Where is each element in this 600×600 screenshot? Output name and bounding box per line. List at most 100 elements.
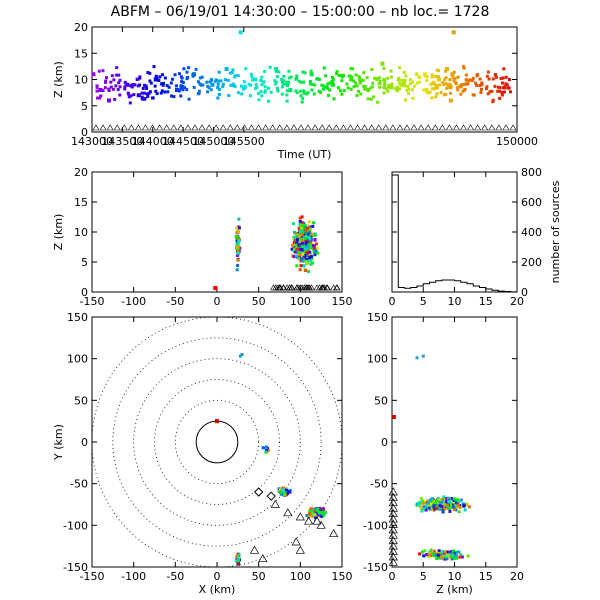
source-point (236, 230, 240, 234)
x-tick-label: 143000 (71, 135, 113, 148)
source-point (126, 91, 130, 95)
ground-marker (205, 124, 213, 131)
data-point (274, 67, 279, 71)
source-point (452, 505, 456, 509)
source-point (143, 83, 147, 87)
source-point (236, 263, 240, 267)
source-point (309, 507, 313, 511)
source-point (447, 553, 451, 557)
ground-marker (361, 124, 369, 131)
source-point (448, 497, 452, 501)
x-tick-label: 150000 (496, 135, 538, 148)
source-point (118, 78, 122, 82)
source-point (301, 96, 305, 100)
source-point (307, 220, 311, 224)
source-point (95, 89, 99, 93)
ground-marker (120, 124, 128, 131)
source-point (426, 499, 430, 503)
source-point (262, 80, 266, 84)
source-point (420, 509, 424, 513)
source-point (198, 76, 202, 80)
source-point (493, 73, 497, 77)
station-marker (270, 499, 280, 508)
source-point (376, 77, 380, 81)
source-point (236, 91, 240, 95)
source-point (358, 81, 362, 85)
y-tick-label: 20 (74, 166, 88, 179)
y-axis-label: Z (km) (52, 214, 65, 251)
ground-marker (275, 284, 283, 291)
source-point (294, 254, 298, 258)
source-point (303, 268, 307, 272)
source-point (362, 84, 366, 88)
source-point (459, 92, 463, 96)
ground-marker (219, 124, 227, 131)
source-point (305, 254, 309, 258)
source-point (295, 241, 299, 245)
source-point (301, 252, 305, 256)
ground-marker (316, 284, 324, 291)
source-point (445, 550, 449, 554)
ground-marker (389, 124, 397, 131)
source-point (465, 503, 469, 507)
source-point (182, 67, 186, 71)
source-point (249, 72, 253, 76)
data-point (136, 93, 141, 98)
source-point (460, 555, 464, 559)
ground-marker (431, 124, 439, 131)
source-point (425, 89, 429, 93)
source-point (287, 490, 291, 494)
source-point (421, 501, 425, 505)
source-point (216, 82, 220, 86)
source-point (307, 269, 311, 273)
source-point (336, 86, 340, 90)
source-point (312, 246, 316, 250)
y-tick-label: 0 (81, 436, 88, 449)
source-point (140, 95, 144, 99)
source-point (444, 497, 448, 501)
source-point (303, 247, 307, 251)
source-point (501, 81, 505, 85)
source-point (498, 96, 502, 100)
histogram-line (391, 174, 518, 293)
source-point (299, 94, 303, 98)
data-point (98, 88, 103, 92)
source-point (308, 227, 312, 231)
source-point (196, 80, 200, 84)
source-point (282, 491, 286, 495)
source-point (236, 248, 240, 252)
source-point (200, 75, 204, 79)
y-tick-label: -50 (370, 478, 388, 491)
source-point (308, 252, 312, 256)
source-point (442, 81, 446, 85)
source-point (322, 84, 326, 88)
source-point (260, 75, 264, 79)
source-point (235, 235, 239, 239)
source-point (411, 96, 415, 100)
source-point (484, 87, 488, 91)
source-point (169, 81, 173, 85)
ground-marker (467, 124, 475, 131)
source-point (304, 229, 308, 233)
source-point (452, 497, 456, 501)
ground-marker (276, 124, 284, 131)
ground-marker (382, 124, 390, 131)
x-tick-label: 5 (420, 570, 427, 583)
source-point (294, 89, 298, 93)
source-point (232, 84, 236, 88)
source-point (236, 246, 240, 250)
x-tick-label: 145000 (192, 135, 234, 148)
source-point (320, 511, 324, 515)
source-point (362, 71, 366, 75)
source-point (295, 233, 299, 237)
data-point (224, 67, 229, 71)
source-point (438, 502, 442, 506)
source-point (198, 82, 202, 86)
source-point (268, 65, 272, 69)
source-point (443, 503, 447, 507)
source-point (244, 67, 248, 71)
y-tick-label: -150 (363, 561, 388, 574)
source-point (300, 248, 304, 252)
source-point (143, 91, 147, 95)
source-point (462, 66, 466, 70)
